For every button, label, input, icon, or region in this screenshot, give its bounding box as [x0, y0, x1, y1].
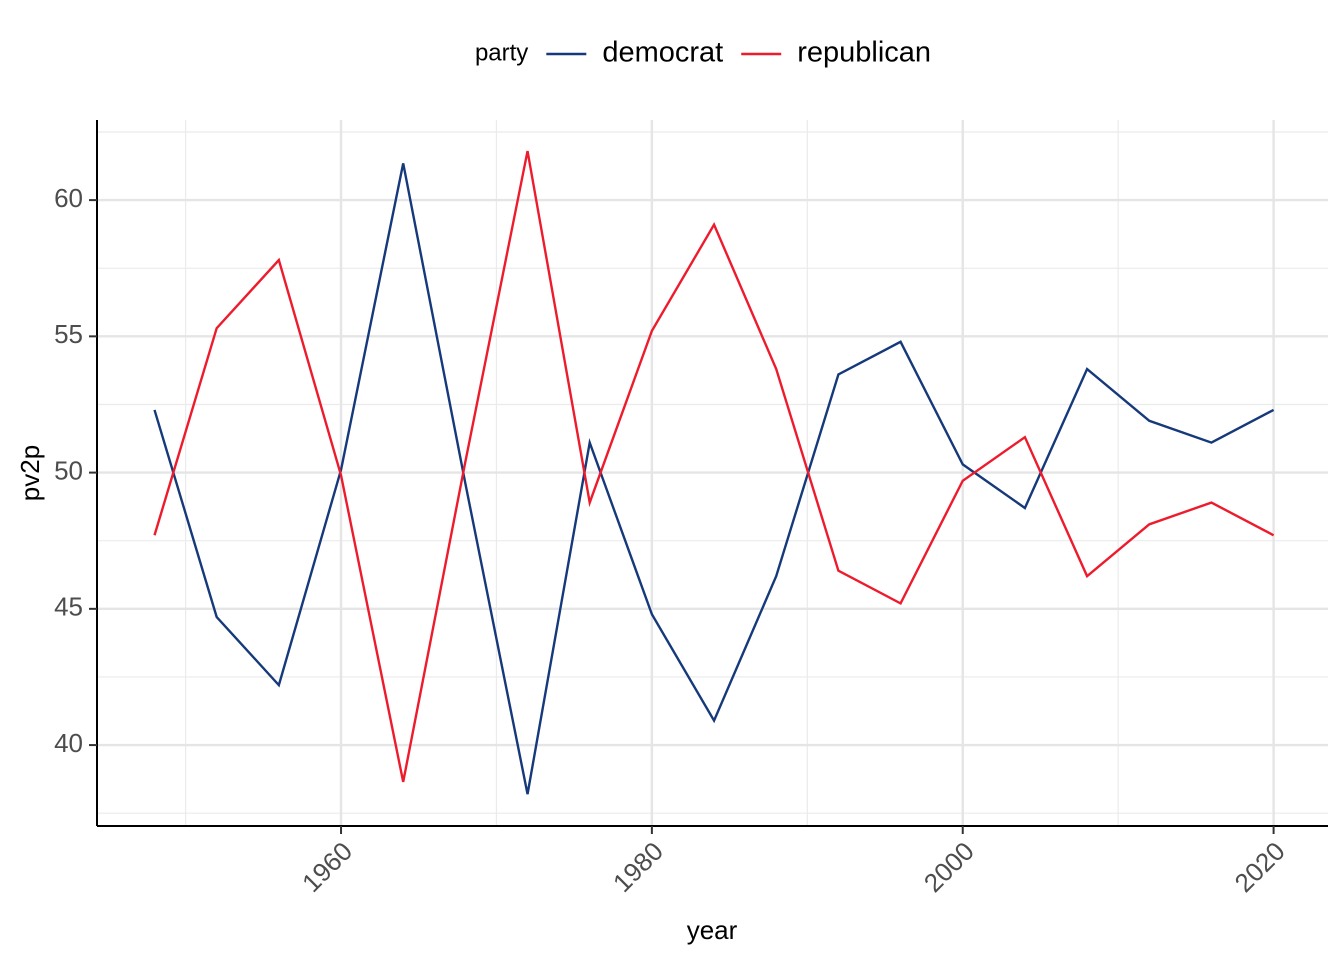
legend-item: democrat [546, 37, 723, 69]
legend: party democrat republican [475, 37, 931, 69]
legend-item: republican [741, 37, 931, 69]
x-axis-title: year [687, 915, 738, 945]
y-tick-label: 60 [54, 183, 83, 213]
legend-label: republican [797, 37, 931, 69]
y-tick-label: 55 [54, 319, 83, 349]
y-tick-label: 45 [54, 592, 83, 622]
y-axis-title: pv2p [15, 445, 45, 501]
lines [153, 150, 1275, 795]
y-tick-label: 40 [54, 728, 83, 758]
x-tick-label: 1980 [607, 836, 669, 898]
grid [97, 120, 1328, 826]
x-tick-label: 1960 [296, 836, 358, 898]
y-tick-label: 50 [54, 455, 83, 485]
legend-label: democrat [602, 37, 723, 69]
x-tick-label: 2000 [918, 836, 980, 898]
legend-title: party [475, 39, 528, 66]
x-tick-label: 2020 [1229, 836, 1291, 898]
data-line [153, 150, 1275, 783]
data-line [153, 163, 1275, 795]
